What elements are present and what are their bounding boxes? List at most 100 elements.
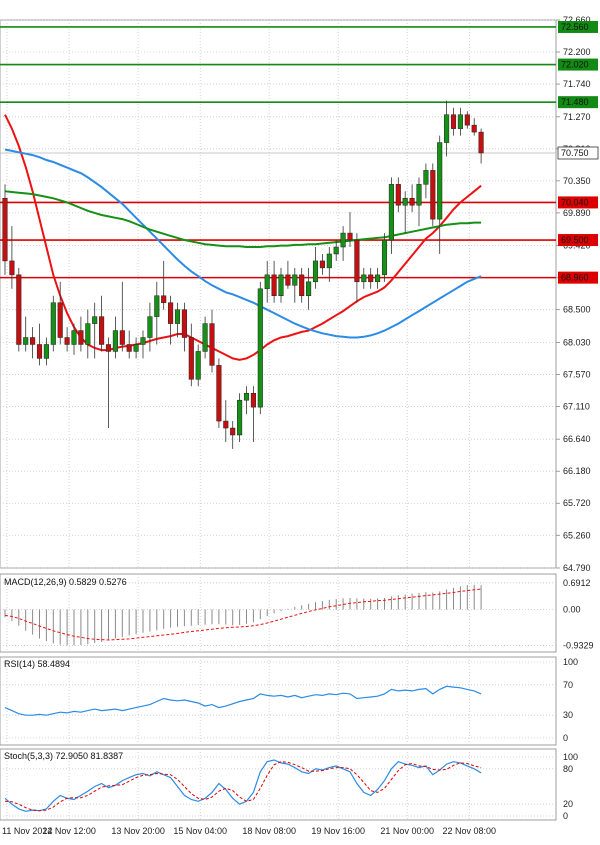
level-label: 72.560 bbox=[561, 22, 589, 32]
macd-title: MACD(12,26,9) 0.5829 0.5276 bbox=[4, 577, 127, 587]
candle-body bbox=[188, 337, 194, 380]
candle-body bbox=[278, 274, 284, 296]
candle-body bbox=[2, 198, 8, 262]
candle-body bbox=[437, 142, 443, 220]
candle-body bbox=[285, 274, 291, 286]
candle-body bbox=[92, 316, 98, 324]
stoch-k-line bbox=[4, 759, 482, 812]
level-label: 69.500 bbox=[561, 235, 589, 245]
candle-body bbox=[133, 344, 139, 352]
candle-body bbox=[112, 330, 118, 352]
level-label-box bbox=[558, 196, 598, 209]
candle-body bbox=[119, 330, 125, 345]
x-tick-label: 21 Nov 00:00 bbox=[380, 826, 434, 836]
candle-body bbox=[154, 295, 160, 317]
candle-body bbox=[444, 114, 450, 143]
y-tick-label: 70 bbox=[563, 680, 573, 690]
moving-average-line bbox=[4, 148, 482, 339]
candle-body bbox=[457, 114, 463, 129]
y-tick-label: 0 bbox=[563, 733, 568, 743]
rsi-title: RSI(14) 58.4894 bbox=[4, 659, 70, 669]
y-tick-label: 100 bbox=[563, 657, 578, 667]
candle-body bbox=[257, 288, 263, 408]
y-tick-label: 70.350 bbox=[563, 176, 591, 186]
x-tick-label: 13 Nov 20:00 bbox=[111, 826, 165, 836]
level-label-box bbox=[558, 271, 598, 284]
candle-body bbox=[478, 131, 484, 154]
candle-body bbox=[23, 337, 29, 345]
candle-body bbox=[333, 246, 339, 255]
candle-body bbox=[423, 170, 429, 185]
candle-body bbox=[409, 198, 415, 206]
y-tick-label: 72.200 bbox=[563, 47, 591, 57]
x-tick-label: 18 Nov 08:00 bbox=[242, 826, 296, 836]
candle-body bbox=[471, 124, 477, 133]
level-label: 72.020 bbox=[561, 60, 589, 70]
candle-body bbox=[181, 309, 187, 338]
candle-body bbox=[9, 260, 15, 276]
y-tick-label: 68.030 bbox=[563, 337, 591, 347]
candle-body bbox=[85, 323, 91, 345]
candle-body bbox=[416, 184, 422, 206]
macd-signal-line bbox=[4, 588, 482, 641]
y-tick-label: 66.640 bbox=[563, 434, 591, 444]
candle-body bbox=[223, 420, 229, 429]
y-tick-label: 0.6912 bbox=[563, 578, 591, 588]
candle-body bbox=[312, 260, 319, 283]
x-tick-label: 22 Nov 08:00 bbox=[443, 826, 497, 836]
level-label-box bbox=[558, 58, 598, 71]
panel-frame-price bbox=[0, 19, 557, 569]
x-tick-label: 15 Nov 04:00 bbox=[173, 826, 227, 836]
candle-body bbox=[292, 274, 298, 286]
level-label: 68.960 bbox=[561, 273, 589, 283]
stoch-d-line bbox=[4, 761, 482, 812]
candle-body bbox=[71, 330, 77, 345]
candle-body bbox=[347, 232, 353, 241]
y-tick-label: -0.9329 bbox=[563, 641, 594, 651]
candle-body bbox=[168, 302, 174, 324]
y-tick-label: 72.660 bbox=[563, 15, 591, 25]
y-tick-label: 0 bbox=[563, 811, 568, 821]
candle-body bbox=[30, 337, 36, 345]
y-tick-label: 20 bbox=[563, 799, 573, 809]
candle-body bbox=[43, 344, 49, 359]
candle-body bbox=[78, 330, 84, 345]
y-tick-label: 80 bbox=[563, 764, 573, 774]
y-tick-label: 67.570 bbox=[563, 369, 591, 379]
candle-body bbox=[174, 309, 181, 324]
plot-layer bbox=[0, 26, 556, 812]
y-tick-label: 100 bbox=[563, 752, 578, 762]
x-tick-label: 12 Nov 12:00 bbox=[42, 826, 96, 836]
moving-average-line bbox=[4, 190, 482, 248]
candle-body bbox=[243, 392, 250, 401]
y-tick-label: 69.890 bbox=[563, 208, 591, 218]
y-tick-label: 66.180 bbox=[563, 466, 591, 476]
y-tick-label: 30 bbox=[563, 710, 573, 720]
candle-body bbox=[57, 302, 63, 338]
y-tick-label: 71.740 bbox=[563, 79, 591, 89]
level-label-box bbox=[558, 20, 598, 33]
current-price-box bbox=[557, 146, 599, 160]
candle-body bbox=[340, 232, 346, 248]
candle-body bbox=[216, 365, 222, 422]
level-label-box bbox=[558, 234, 598, 247]
candle-body bbox=[105, 344, 112, 352]
candle-body bbox=[464, 114, 470, 126]
candle-body bbox=[381, 239, 388, 276]
candle-body bbox=[237, 399, 243, 436]
level-label-box bbox=[558, 96, 598, 109]
candle-body bbox=[16, 274, 22, 345]
y-tick-label: 68.500 bbox=[563, 305, 591, 315]
candle-body bbox=[271, 274, 277, 296]
y-tick-label: 64.790 bbox=[563, 563, 591, 573]
panel-frame-stoch bbox=[0, 748, 557, 821]
panel-frame-rsi bbox=[0, 656, 557, 746]
candle-body bbox=[368, 274, 374, 283]
stoch-title: Stoch(5,3,3) 72.9050 81.8387 bbox=[4, 751, 123, 761]
candle-body bbox=[354, 239, 360, 283]
x-tick-label: 19 Nov 16:00 bbox=[311, 826, 365, 836]
candle-body bbox=[395, 184, 401, 206]
candle-body bbox=[250, 392, 256, 408]
x-tick-label: 11 Nov 2024 bbox=[2, 826, 52, 836]
level-label: 71.480 bbox=[561, 97, 589, 107]
